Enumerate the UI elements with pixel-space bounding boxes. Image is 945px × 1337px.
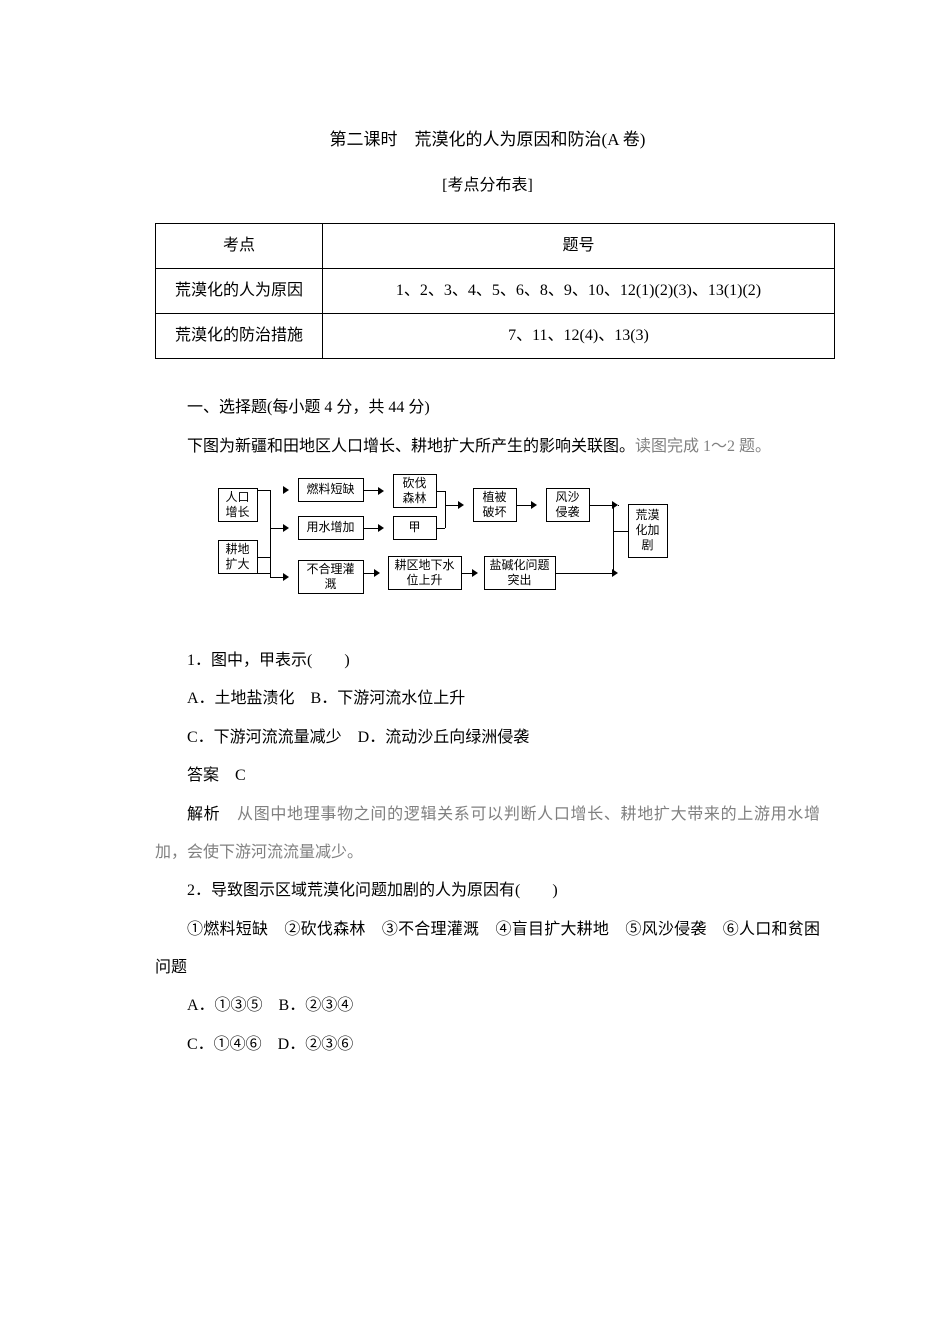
flow-node-n_pop: 人口增长 xyxy=(218,488,258,522)
q2-options-cd: C．①④⑥ D．②③⑥ xyxy=(155,1026,820,1064)
intro-paragraph: 下图为新疆和田地区人口增长、耕地扩大所产生的影响关联图。读图完成 1～2 题。 xyxy=(155,428,820,466)
explanation-text: 从图中地理事物之间的逻辑关系可以判断人口增长、耕地扩大带来的上游用水增加，会使下… xyxy=(155,806,820,861)
q2-circled-options: ①燃料短缺 ②砍伐森林 ③不合理灌溉 ④盲目扩大耕地 ⑤风沙侵袭 ⑥人口和贫困问… xyxy=(155,911,820,988)
flow-arrowhead xyxy=(612,569,618,577)
th-number: 题号 xyxy=(323,224,835,269)
cell-numbers: 7、11、12(4)、13(3) xyxy=(323,314,835,359)
q1-explanation: 解析 从图中地理事物之间的逻辑关系可以判断人口增长、耕地扩大带来的上游用水增加，… xyxy=(155,796,820,873)
flow-node-n_fuel: 燃料短缺 xyxy=(298,478,364,502)
flow-node-n_water: 用水增加 xyxy=(298,516,364,540)
q1-stem: 1．图中，甲表示( ) xyxy=(155,642,820,680)
flow-node-n_land: 耕地扩大 xyxy=(218,540,258,574)
table-header-row: 考点 题号 xyxy=(156,224,835,269)
section-heading: 一、选择题(每小题 4 分，共 44 分) xyxy=(155,389,820,427)
flow-segment xyxy=(590,505,614,506)
flow-segment xyxy=(437,528,445,529)
flow-arrowhead xyxy=(378,487,384,495)
flow-arrowhead xyxy=(531,501,537,509)
flow-segment xyxy=(618,505,619,506)
explanation-label: 解析 xyxy=(187,806,237,823)
flow-segment xyxy=(258,573,270,574)
flow-node-n_cut: 砍伐森林 xyxy=(393,474,437,508)
table-row: 荒漠化的防治措施 7、11、12(4)、13(3) xyxy=(156,314,835,359)
flow-segment xyxy=(270,490,271,574)
flow-segment xyxy=(445,491,446,505)
flow-arrowhead xyxy=(283,524,289,532)
subtitle: [考点分布表] xyxy=(155,167,820,205)
lesson-title: 第二课时 荒漠化的人为原因和防治(A 卷) xyxy=(155,120,820,161)
q1-options-ab: A．土地盐渍化 B．下游河流水位上升 xyxy=(155,680,820,718)
flow-segment xyxy=(613,505,614,573)
flow-node-n_irr: 不合理灌溉 xyxy=(298,560,364,594)
flow-node-n_des: 荒漠化加剧 xyxy=(628,504,668,558)
flow-segment xyxy=(613,531,628,532)
cell-topic: 荒漠化的人为原因 xyxy=(156,269,323,314)
q2-options-ab: A．①③⑤ B．②③④ xyxy=(155,987,820,1025)
q2-stem: 2．导致图示区域荒漠化问题加剧的人为原因有( ) xyxy=(155,872,820,910)
cell-numbers: 1、2、3、4、5、6、8、9、10、12(1)(2)(3)、13(1)(2) xyxy=(323,269,835,314)
page-root: 第二课时 荒漠化的人为原因和防治(A 卷) [考点分布表] 考点 题号 荒漠化的… xyxy=(0,0,945,1144)
flowchart: 人口增长耕地扩大 燃料短缺用水增加不合理灌溉 砍伐森林甲耕区地下水位上升植被破坏盐碱… xyxy=(218,474,758,614)
q1-answer: 答案 C xyxy=(155,757,820,795)
flow-segment xyxy=(445,505,446,528)
flow-arrowhead xyxy=(612,501,618,509)
flow-node-n_jia: 甲 xyxy=(393,516,437,540)
intro-instruction: 读图完成 1～2 题。 xyxy=(635,438,771,455)
flow-arrowhead xyxy=(283,486,289,494)
flow-arrowhead xyxy=(378,524,384,532)
flow-node-n_gw: 耕区地下水位上升 xyxy=(388,556,462,590)
intro-text: 下图为新疆和田地区人口增长、耕地扩大所产生的影响关联图。 xyxy=(187,438,635,455)
flow-segment xyxy=(258,557,270,558)
cell-topic: 荒漠化的防治措施 xyxy=(156,314,323,359)
flow-arrowhead xyxy=(374,569,380,577)
th-topic: 考点 xyxy=(156,224,323,269)
flow-segment xyxy=(437,491,445,492)
flow-node-n_salt: 盐碱化问题突出 xyxy=(484,556,556,590)
flow-arrowhead xyxy=(472,569,478,577)
table-row: 荒漠化的人为原因 1、2、3、4、5、6、8、9、10、12(1)(2)(3)、… xyxy=(156,269,835,314)
topic-table: 考点 题号 荒漠化的人为原因 1、2、3、4、5、6、8、9、10、12(1)(… xyxy=(155,223,835,359)
flow-node-n_wind: 风沙侵袭 xyxy=(546,488,590,522)
flow-segment xyxy=(556,573,614,574)
flow-node-n_veg: 植被破坏 xyxy=(473,488,517,522)
q1-options-cd: C．下游河流流量减少 D．流动沙丘向绿洲侵袭 xyxy=(155,719,820,757)
flow-segment xyxy=(258,490,270,491)
flow-arrowhead xyxy=(458,501,464,509)
flow-arrowhead xyxy=(283,573,289,581)
